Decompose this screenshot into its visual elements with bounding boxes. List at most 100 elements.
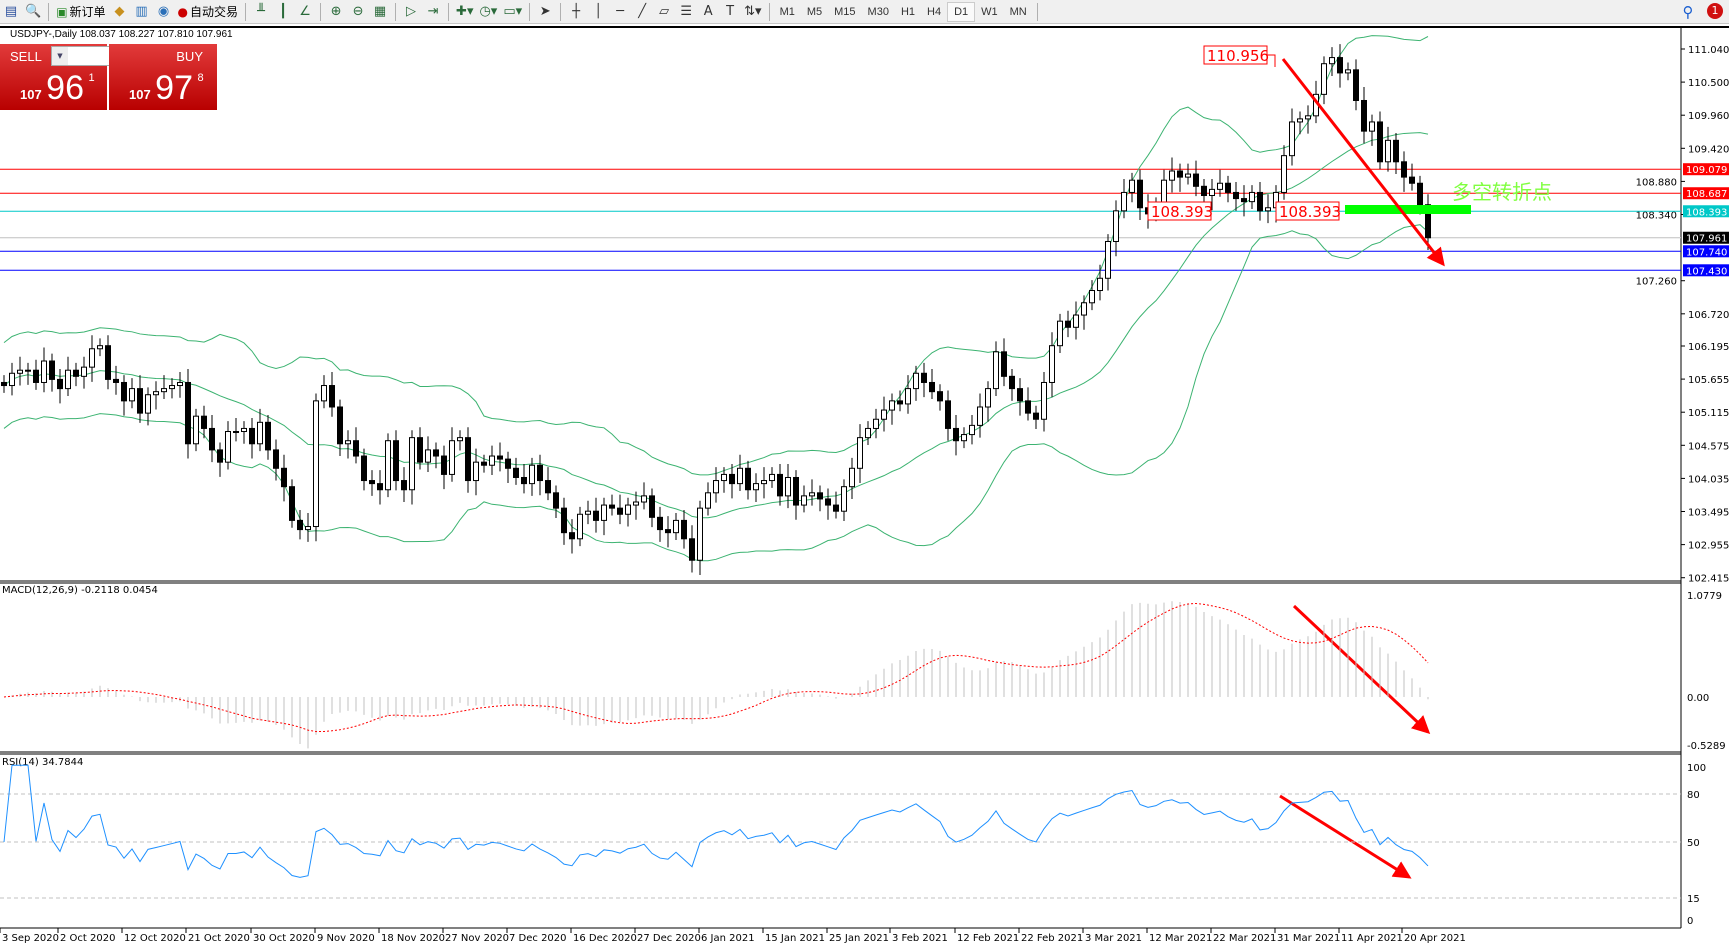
candle-body: [1289, 121, 1295, 157]
periods-icon[interactable]: ◷▾: [479, 4, 498, 19]
candle: [729, 464, 735, 499]
candle: [641, 482, 647, 510]
candle-body: [1361, 99, 1367, 132]
candle: [513, 457, 519, 485]
text-label-icon[interactable]: T: [726, 4, 735, 19]
candle-body: [25, 369, 31, 372]
candle-body: [1369, 121, 1375, 132]
candle-body: [1281, 155, 1287, 193]
sell-button[interactable]: SELL 107 96 1: [0, 44, 107, 110]
toolbar-divider: [1036, 2, 1038, 21]
timeframe-h4[interactable]: H4: [927, 5, 942, 18]
bar-chart-icon[interactable]: ╨: [257, 4, 265, 19]
price-line-label: 107.430: [1686, 266, 1727, 277]
chart-window[interactable]: 111.040 110.500 109.960 109.420 108.880 108.3…: [0, 26, 1729, 945]
candle-body: [225, 431, 231, 463]
price-tick-label: 109.960: [1688, 111, 1729, 122]
candle-body: [1425, 204, 1431, 239]
timeframe-m30[interactable]: M30: [867, 5, 889, 18]
auto-trading-button[interactable]: ● 自动交易: [175, 2, 242, 22]
fibonacci-icon[interactable]: ☰: [680, 4, 692, 19]
search-icon[interactable]: ⚲: [1682, 2, 1694, 21]
candle: [345, 430, 351, 459]
timeframe-h1[interactable]: H1: [900, 5, 916, 18]
navigator-icon[interactable]: ▥: [135, 4, 148, 19]
candle-body: [513, 467, 519, 478]
date-label: 12 Feb 2021: [957, 933, 1019, 944]
lot-decrease-icon[interactable]: ▼: [52, 47, 68, 65]
timeframe-w1[interactable]: W1: [981, 5, 998, 18]
candle: [473, 448, 479, 496]
candle: [1009, 368, 1015, 401]
timeframe-d1[interactable]: D1: [947, 1, 976, 22]
candle: [97, 338, 103, 357]
candle-body: [425, 449, 431, 463]
horizontal-line-icon[interactable]: ─: [616, 4, 625, 19]
sell-price-main: 96: [46, 69, 84, 107]
zoom-magnifier-icon[interactable]: 🔍: [25, 4, 42, 19]
candle-body: [769, 473, 775, 482]
chart-shift-icon[interactable]: ⇥: [427, 4, 439, 19]
candle-body: [857, 437, 863, 469]
candle-body: [993, 351, 999, 390]
new-order-button[interactable]: ▣ 新订单: [53, 2, 108, 22]
timeframe-mn[interactable]: MN: [1009, 5, 1027, 18]
candle: [585, 500, 591, 525]
line-chart-icon[interactable]: ∠: [299, 4, 311, 19]
candle-body: [649, 495, 655, 518]
buy-price-pip: 8: [197, 72, 204, 84]
buy-label: BUY: [176, 49, 203, 64]
candle-body: [497, 455, 503, 460]
auto-scroll-icon[interactable]: ▷: [406, 4, 417, 19]
metaeditor-icon[interactable]: ◆: [114, 4, 125, 19]
candle-body: [569, 532, 575, 540]
candle: [561, 497, 567, 545]
buy-button[interactable]: BUY 107 97 8: [109, 44, 217, 110]
candle-body: [1241, 198, 1247, 203]
candle: [73, 362, 79, 387]
price-line-label-bg: [1683, 245, 1729, 258]
date-label: 2 Oct 2020: [60, 933, 115, 944]
candle: [905, 375, 911, 414]
candle-body: [625, 504, 631, 515]
candle-body: [1225, 182, 1231, 193]
signals-icon[interactable]: ◉: [157, 4, 170, 19]
tile-windows-icon[interactable]: ▦: [373, 4, 387, 19]
notifications-button[interactable]: 1: [1699, 2, 1723, 22]
templates-icon[interactable]: ▭▾: [503, 4, 523, 19]
date-label: 7 Dec 2020: [509, 933, 567, 944]
chart-canvas[interactable]: 111.040 110.500 109.960 109.420 108.880 108.3…: [0, 28, 1729, 947]
arrows-icon[interactable]: ⇅▾: [744, 4, 762, 19]
candle-body: [617, 507, 623, 515]
timeframe-m1[interactable]: M1: [779, 5, 795, 18]
vertical-line-icon[interactable]: │: [594, 4, 603, 19]
candle: [521, 464, 527, 494]
sell-price-pip: 1: [88, 72, 95, 84]
date-label: 6 Jan 2021: [701, 933, 755, 944]
zoom-in-icon[interactable]: ⊕: [330, 4, 342, 19]
candle-body: [1321, 63, 1327, 95]
candle-body: [297, 519, 303, 531]
candlestick-icon[interactable]: ┃: [279, 4, 287, 19]
new-chart-icon[interactable]: ▤: [4, 4, 18, 19]
candle-body: [217, 449, 223, 463]
candle: [89, 335, 95, 382]
candle-body: [545, 480, 551, 494]
cursor-icon[interactable]: ➤: [539, 4, 551, 19]
zoom-out-icon[interactable]: ⊖: [352, 4, 364, 19]
trendline-icon[interactable]: ╱: [638, 4, 647, 19]
candle-body: [1305, 115, 1311, 120]
candle: [297, 509, 303, 540]
candle: [1345, 62, 1351, 81]
timeframe-m5[interactable]: M5: [806, 5, 823, 18]
candle-body: [257, 421, 263, 445]
equidistant-channel-icon[interactable]: ▱: [659, 4, 670, 19]
timeframe-m15[interactable]: M15: [834, 5, 856, 18]
candle: [1281, 145, 1287, 200]
crosshair-icon[interactable]: ┼: [572, 4, 581, 19]
text-icon[interactable]: A: [703, 4, 713, 19]
candle-body: [1345, 69, 1351, 74]
indicators-icon[interactable]: ✚▾: [456, 4, 474, 19]
candle-body: [1353, 69, 1359, 101]
candle-body: [1105, 240, 1111, 279]
